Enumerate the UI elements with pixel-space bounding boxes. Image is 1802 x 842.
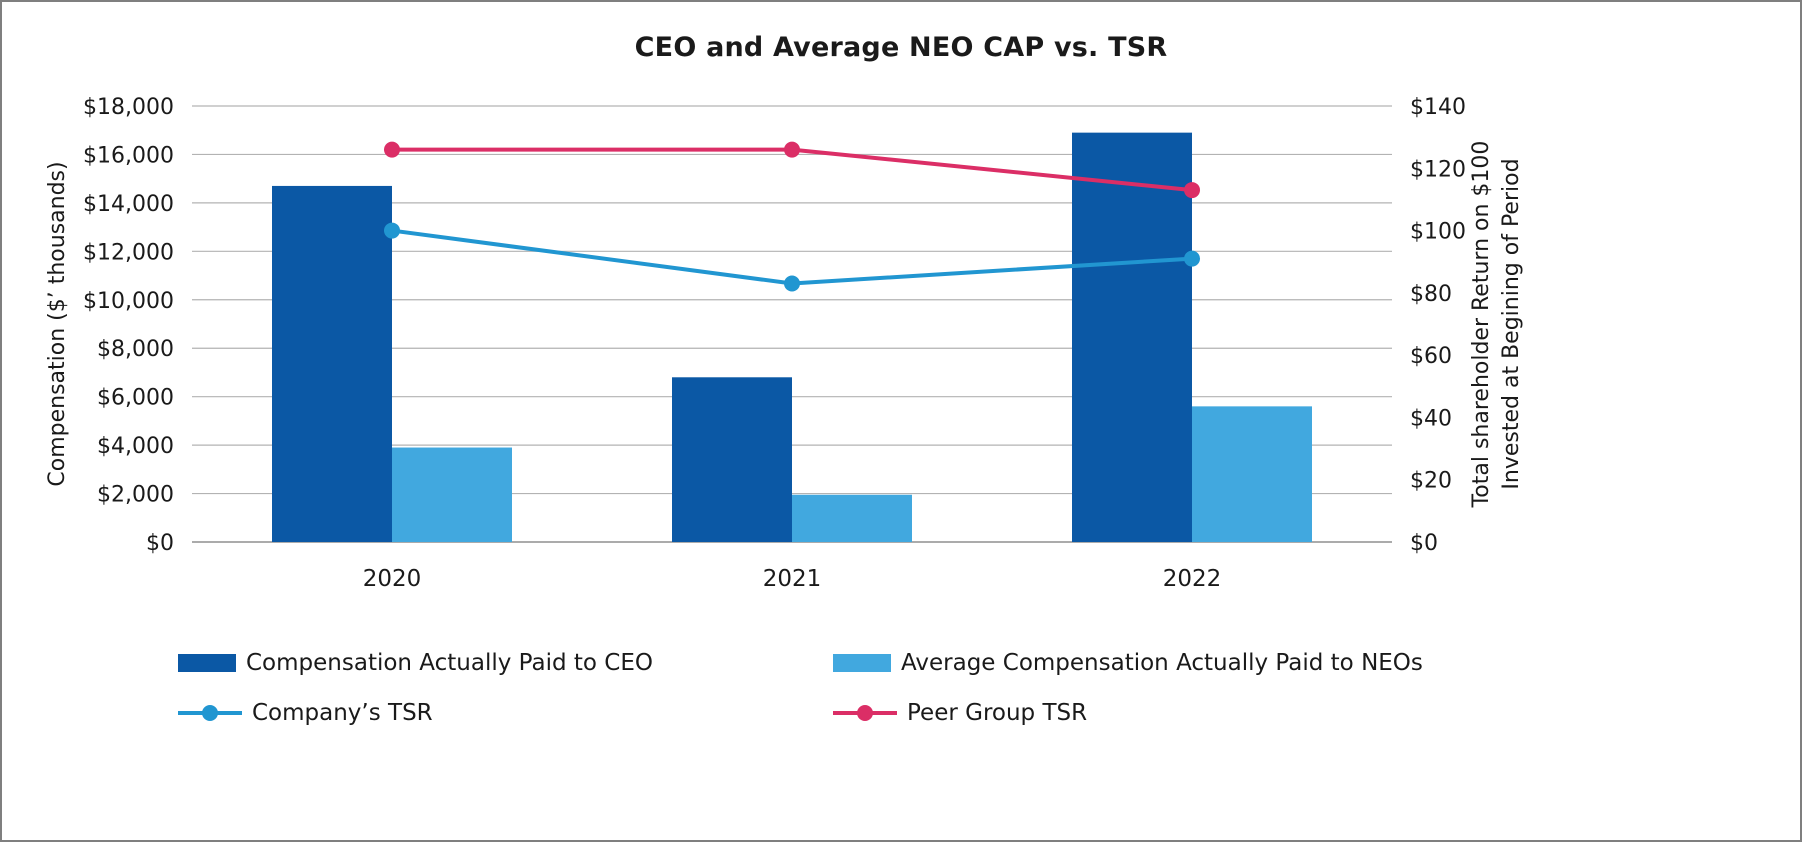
marker-peer-tsr-2022 [1184,182,1200,199]
left-axis-tick-label: $4,000 [97,434,174,459]
right-axis-tick-label: $40 [1410,406,1452,431]
legend-label-peer-tsr: Peer Group TSR [907,700,1088,726]
x-axis-category-label: 2022 [1163,566,1222,592]
marker-company-tsr-2020 [384,222,400,239]
chart-plot-area: $0 $2,000 $4,000 $6,000 $8,000 $10,000 $12,000… [45,95,1524,592]
left-axis-tick-label: $8,000 [97,337,174,362]
bar-ceo-2020 [272,185,392,542]
left-axis-tick-label: $12,000 [83,240,174,265]
marker-peer-tsr-2020 [384,141,400,158]
right-axis-tick-label: $20 [1410,469,1452,494]
bar-ceo-2022 [1072,132,1192,542]
right-axis-tick-label: $120 [1410,157,1466,182]
legend-marker-icon [202,705,218,721]
chart-title: CEO and Average NEO CAP vs. TSR [634,32,1168,63]
legend-swatch-neo-bar [833,654,891,672]
legend-item-ceo-bar: Compensation Actually Paid to CEO [178,650,833,676]
right-axis-tick-label: $0 [1410,531,1438,556]
bar-neo-2022 [1192,406,1312,542]
right-axis-tick-label: $140 [1410,95,1466,120]
legend-item-company-tsr: Company’s TSR [178,700,833,726]
left-axis-tick-label: $10,000 [83,289,174,314]
left-axis-tick-label: $6,000 [97,386,174,411]
x-axis-category-label: 2021 [763,566,822,592]
marker-company-tsr-2022 [1184,250,1200,267]
legend: Compensation Actually Paid to CEO Averag… [178,650,1423,726]
legend-item-peer-tsr: Peer Group TSR [833,700,1423,726]
left-axis-tick-label: $2,000 [97,483,174,508]
legend-label-company-tsr: Company’s TSR [252,700,433,726]
left-axis-tick-label: $0 [146,531,174,556]
legend-item-neo-bar: Average Compensation Actually Paid to NE… [833,650,1423,676]
legend-swatch-peer-tsr-line [833,704,897,722]
right-axis-tick-label: $100 [1410,220,1466,245]
bar-ceo-2021 [672,377,792,542]
right-axis-tick-label: $60 [1410,344,1452,369]
left-axis-tick-label: $18,000 [83,95,174,120]
x-axis-category-label: 2020 [363,566,422,592]
marker-company-tsr-2021 [784,275,800,292]
right-axis-tick-label: $80 [1410,282,1452,307]
bar-neo-2020 [392,447,512,542]
right-axis-title-line1: Total shareholder Return on $100 [1469,141,1494,509]
legend-label-ceo-bar: Compensation Actually Paid to CEO [246,650,654,676]
legend-marker-icon [857,705,873,721]
left-axis-tick-label: $16,000 [83,143,174,168]
left-axis-title: Compensation ($’ thousands) [45,161,70,486]
legend-swatch-company-tsr-line [178,704,242,722]
bar-neo-2021 [792,494,912,542]
legend-label-neo-bar: Average Compensation Actually Paid to NE… [901,650,1423,676]
left-axis-tick-label: $14,000 [83,192,174,217]
right-axis-title-line2: Invested at Begining of Period [1499,158,1524,489]
marker-peer-tsr-2021 [784,141,800,158]
legend-swatch-ceo-bar [178,654,236,672]
